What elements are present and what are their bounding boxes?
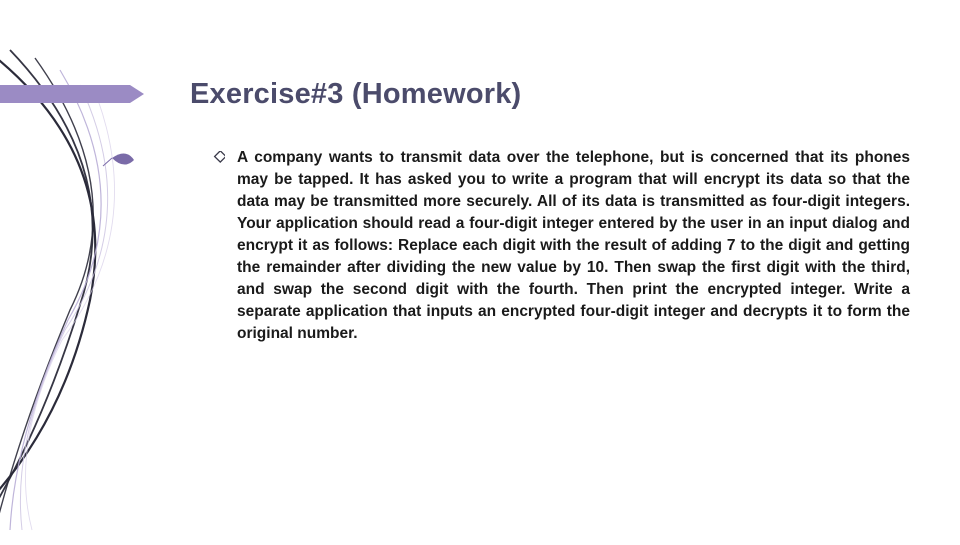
body-paragraph: A company wants to transmit data over th… (237, 147, 910, 345)
slide-content: Exercise#3 (Homework) A company wants to… (190, 78, 910, 345)
bullet-item: A company wants to transmit data over th… (190, 147, 910, 345)
diamond-bullet-icon (212, 151, 225, 169)
slide-title: Exercise#3 (Homework) (190, 78, 910, 111)
leaf-icon (112, 153, 134, 164)
accent-bar-arrow (130, 85, 144, 103)
accent-bar (0, 85, 130, 103)
